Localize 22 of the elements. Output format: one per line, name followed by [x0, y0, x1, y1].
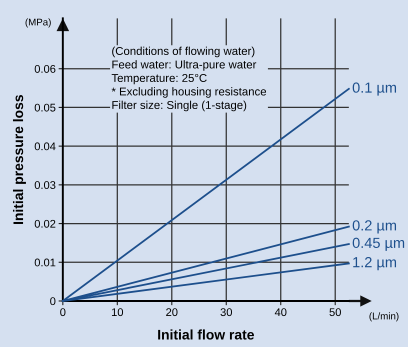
series-label: 0.1 µm: [352, 82, 396, 96]
x-tick-label: 20: [166, 308, 178, 316]
x-tick-label: 30: [220, 308, 232, 316]
y-tick-label: 0.04: [34, 142, 56, 150]
y-axis-title: Initial pressure loss: [12, 95, 26, 224]
annotation: (Conditions of flowing water) Feed water: Ultra-pure water Temperature: 25°C * Excluding housing resistance Filter size: Single (1-stage): [112, 46, 266, 112]
series-label: 0.45 µm: [352, 238, 404, 251]
x-axis-title: Initial flow rate: [158, 329, 254, 340]
x-tick-label: 0: [60, 308, 66, 316]
y-tick-label: 0.01: [34, 258, 56, 266]
x-tick-label: 40: [274, 308, 286, 316]
text: (MPa): [26, 18, 51, 28]
y-tick-label: 0.02: [34, 220, 56, 228]
series-label: 1.2 µm: [353, 257, 396, 270]
y-tick-label: 0: [50, 297, 56, 306]
series-label: 0.2 µm: [352, 220, 396, 234]
x-tick-label: 50: [329, 308, 341, 316]
x-tick-label: 10: [112, 308, 124, 316]
y-tick-label: 0.05: [34, 104, 56, 112]
y-tick-label: 0.03: [34, 181, 56, 189]
text: (L/min): [369, 312, 399, 322]
y-tick-label: 0.06: [34, 64, 56, 73]
